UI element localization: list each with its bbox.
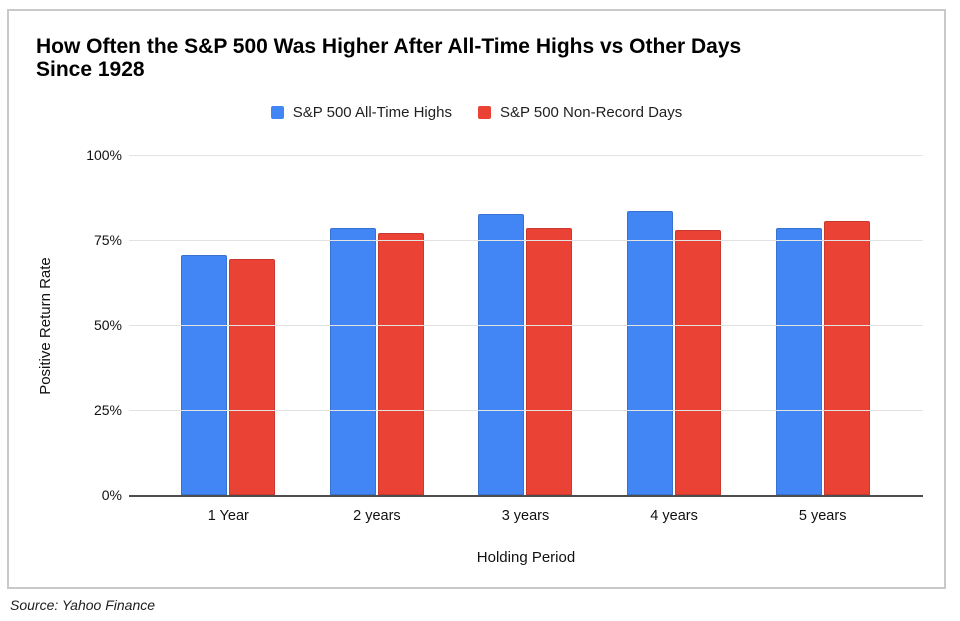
legend-item-non-record-days: S&P 500 Non-Record Days [477, 104, 683, 121]
gridline [129, 240, 923, 241]
y-tick-label: 75% [93, 232, 122, 248]
x-axis-ticks: 1 Year 2 years 3 years 4 years 5 years [154, 508, 897, 524]
legend-label: S&P 500 All-Time Highs [292, 104, 452, 121]
chart-title-line-1: How Often the S&P 500 Was Higher After A… [36, 35, 742, 58]
bar-s&p-500-all-time-highs [478, 214, 525, 495]
bar-s&p-500-non-record-days [526, 228, 573, 495]
x-tick-label: 4 years [650, 508, 698, 524]
y-tick-label: 100% [86, 147, 122, 163]
gridline [129, 325, 923, 326]
bar-s&p-500-all-time-highs [627, 211, 674, 495]
legend-swatch-blue-icon [270, 106, 284, 119]
gridline [129, 155, 923, 156]
bar-s&p-500-non-record-days [377, 233, 424, 495]
chart-title: How Often the S&P 500 Was Higher After A… [36, 35, 836, 81]
bar-s&p-500-non-record-days [229, 259, 276, 495]
bar-group-2-years [303, 155, 452, 495]
legend-label: S&P 500 Non-Record Days [499, 104, 683, 121]
x-axis-title: Holding Period [476, 549, 576, 566]
plot-area [129, 155, 923, 497]
bar-group-1-year [154, 155, 303, 495]
bar-s&p-500-non-record-days [675, 230, 722, 495]
y-axis-ticks: 100% 75% 50% 25% 0% [39, 147, 122, 503]
y-tick-label: 0% [101, 487, 122, 503]
x-tick-label: 1 Year [207, 508, 249, 524]
x-tick-label: 5 years [798, 508, 847, 524]
bar-group-4-years [600, 155, 749, 495]
bar-s&p-500-all-time-highs [329, 228, 376, 495]
y-tick-label: 50% [93, 317, 122, 333]
bar-group-5-years [748, 155, 897, 495]
legend: S&P 500 All-Time Highs S&P 500 Non-Recor… [9, 104, 944, 121]
gridline [129, 410, 923, 411]
source-attribution: Source: Yahoo Finance [10, 597, 156, 613]
bar-group-3-years [451, 155, 600, 495]
legend-item-all-time-highs: S&P 500 All-Time Highs [270, 104, 452, 121]
bar-s&p-500-all-time-highs [181, 255, 228, 495]
x-tick-label: 3 years [501, 508, 550, 524]
bar-s&p-500-non-record-days [823, 221, 870, 495]
bars-row [154, 155, 897, 495]
y-tick-label: 25% [93, 402, 122, 418]
legend-swatch-red-icon [477, 106, 491, 119]
x-tick-label: 2 years [353, 508, 401, 524]
chart-title-line-2: Since 1928 [36, 58, 145, 81]
bar-s&p-500-all-time-highs [775, 228, 822, 495]
chart-card: How Often the S&P 500 Was Higher After A… [7, 9, 946, 589]
